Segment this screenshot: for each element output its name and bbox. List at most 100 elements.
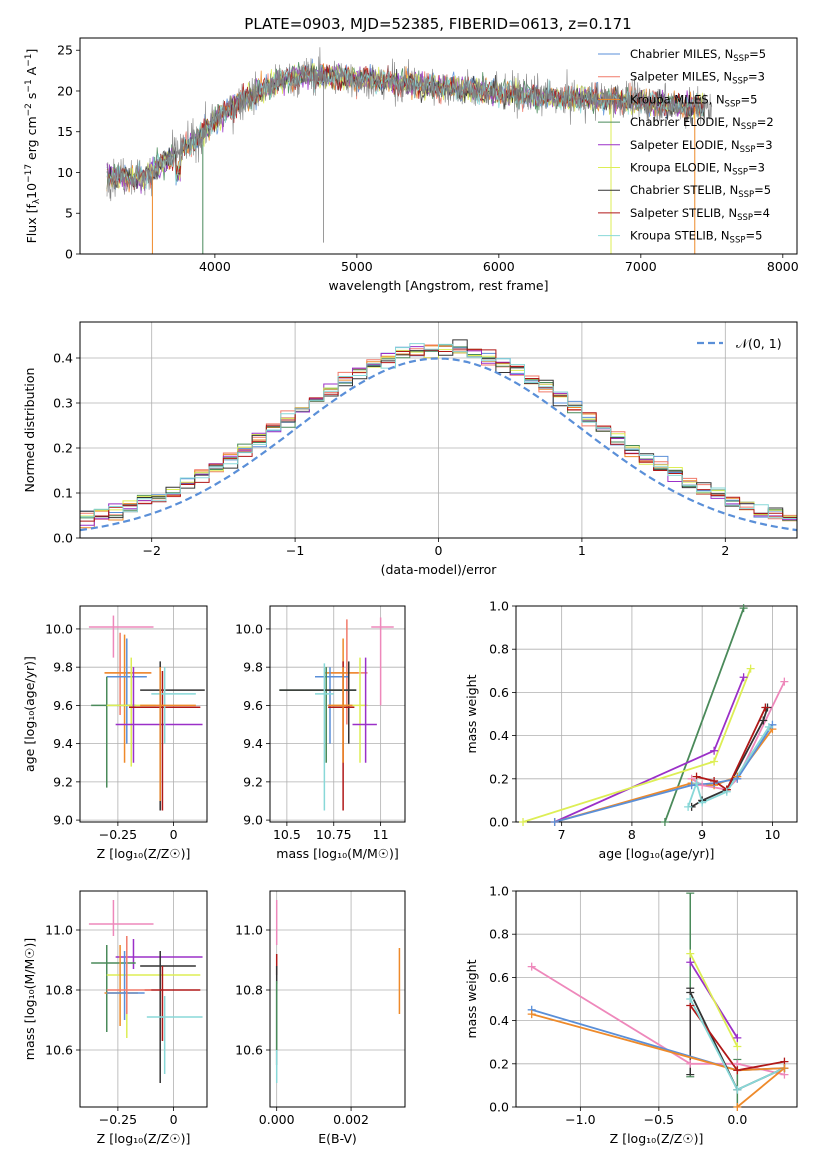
plot-area xyxy=(531,892,785,1107)
x-axis-label: age [log₁₀(age/yr)] xyxy=(599,846,715,861)
legend-label: Kroupa MILES, NSSP=5 xyxy=(630,92,757,109)
legend-label-sub: SSP xyxy=(740,145,756,155)
y-tick-label: 0.2 xyxy=(489,771,509,786)
x-tick-label: 2 xyxy=(721,543,729,558)
plus-marker xyxy=(687,781,696,790)
legend-label: 𝒩(0, 1) xyxy=(736,336,782,351)
plot-area xyxy=(88,615,205,811)
x-tick-label: −0.25 xyxy=(99,827,137,842)
normal-curve xyxy=(80,357,797,532)
y-tick-label: 0.6 xyxy=(489,970,509,985)
y-tick-label: 1.0 xyxy=(489,599,509,614)
spectrum-panel: 4000 5000 6000 7000 8000 0 5 10 15 20 25 wavelength… xyxy=(24,37,799,293)
y-tick-label: 0.8 xyxy=(489,927,509,942)
y-tick-label: 0.3 xyxy=(53,396,73,411)
y-tick-label: 9.8 xyxy=(243,660,263,675)
plus-marker xyxy=(710,776,719,785)
legend-label: Kroupa STELIB, NSSP=5 xyxy=(630,229,762,246)
y-tick-label: 9.4 xyxy=(243,736,263,751)
plus-marker xyxy=(761,703,770,712)
legend-label-suffix: =5 xyxy=(749,47,766,61)
ylabel-part: −1 xyxy=(24,54,34,67)
plus-marker xyxy=(684,802,693,811)
mass-vs-ebv-panel: 0.000 0.002 10.6 10.8 11.0 E(B-V) xyxy=(235,890,406,1146)
y-tick-label: 25 xyxy=(57,43,73,58)
x-tick-label: 5000 xyxy=(341,259,373,274)
y-tick-label: 0.8 xyxy=(489,642,509,657)
plus-marker xyxy=(686,995,695,1003)
y-tick-label: 9.2 xyxy=(53,774,73,789)
y-tick-label: 10.0 xyxy=(45,621,73,636)
legend-label-suffix: =5 xyxy=(745,229,762,243)
series-line xyxy=(531,1013,785,1072)
x-axis-label: Z [log₁₀(Z/Z☉)] xyxy=(97,846,191,861)
ylabel-part: −1 xyxy=(24,79,34,92)
x-axis-label: E(B-V) xyxy=(318,1131,357,1146)
x-tick-label: 0 xyxy=(170,1112,178,1127)
y-tick-label: 9.0 xyxy=(53,813,73,828)
x-axis-label: mass [log₁₀(M/M☉)] xyxy=(276,846,398,861)
legend-label-main: Chabrier STELIB, N xyxy=(630,183,738,197)
legend-label-main: Salpeter MILES, N xyxy=(630,70,732,84)
plus-marker xyxy=(710,757,719,766)
y-tick-label: 0 xyxy=(65,247,73,262)
legend-label-main: Kroupa MILES, N xyxy=(630,92,725,106)
x-tick-label: 10.5 xyxy=(273,827,301,842)
plot-area xyxy=(279,617,394,811)
plus-marker xyxy=(527,962,536,971)
x-tick-label: 11 xyxy=(373,827,389,842)
y-tick-label: 0.0 xyxy=(489,1100,509,1115)
plus-marker xyxy=(739,604,748,613)
legend-label: Salpeter ELODIE, NSSP=3 xyxy=(630,138,773,155)
y-tick-label: 0.0 xyxy=(489,815,509,830)
y-tick-label: 9.6 xyxy=(243,698,263,713)
y-tick-label: 0.1 xyxy=(53,486,73,501)
legend-label: Kroupa ELODIE, NSSP=3 xyxy=(630,161,765,178)
x-tick-label: −2 xyxy=(142,543,160,558)
y-tick-label: 0.2 xyxy=(489,1056,509,1071)
ylabel-part: Flux [f xyxy=(24,204,39,244)
mass-weight-vs-metallicity-panel: −1.0 −0.5 0.0 0.0 0.2 0.4 0.6 0.8 1.0 Z [log₁₀(Z/… xyxy=(464,884,798,1146)
age-vs-mass-panel: 10.5 10.75 11 9.0 9.2 9.4 9.6 9.8 10.0 mass [log₁… xyxy=(235,605,406,861)
x-axis-label: wavelength [Angstrom, rest frame] xyxy=(328,278,548,293)
plus-marker xyxy=(764,722,773,731)
plot-area xyxy=(88,900,203,1083)
series-line xyxy=(736,1067,785,1107)
axes-frame xyxy=(269,890,406,1108)
y-tick-label: 0.6 xyxy=(489,685,509,700)
axes-frame xyxy=(515,890,798,1108)
y-axis-label: mass [log₁₀(M/M☉)] xyxy=(22,938,37,1060)
x-tick-label: 4000 xyxy=(199,259,231,274)
mass-vs-metallicity-panel: −0.25 0 10.6 10.8 11.0 Z [log₁₀(Z/Z☉)] mass [l… xyxy=(22,890,208,1146)
y-tick-label: 5 xyxy=(65,206,73,221)
y-tick-label: 0.2 xyxy=(53,441,73,456)
series-line xyxy=(554,676,745,822)
series-line xyxy=(531,1008,785,1072)
x-tick-label: 0.0 xyxy=(727,1112,747,1127)
x-axis-label: (data-model)/error xyxy=(381,562,498,577)
ylabel-part: s xyxy=(24,93,39,104)
x-tick-label: 7 xyxy=(558,827,566,842)
y-axis-label: mass weight xyxy=(464,959,479,1038)
plus-marker xyxy=(527,1010,536,1019)
x-tick-label: 8000 xyxy=(767,259,799,274)
legend-label-suffix: =3 xyxy=(748,161,765,175)
x-tick-label: 1 xyxy=(578,543,586,558)
y-tick-label: 9.2 xyxy=(243,774,263,789)
plus-marker xyxy=(739,673,748,682)
x-tick-label: 6000 xyxy=(483,259,515,274)
legend-label: Chabrier STELIB, NSSP=5 xyxy=(630,183,771,200)
plus-marker xyxy=(686,958,695,967)
x-tick-label: −0.5 xyxy=(644,1112,674,1127)
plus-marker xyxy=(519,818,528,826)
y-tick-label: 10.0 xyxy=(235,621,263,636)
x-tick-label: 7000 xyxy=(625,259,657,274)
legend: 𝒩(0, 1) xyxy=(697,336,782,351)
x-axis-label: Z [log₁₀(Z/Z☉)] xyxy=(610,1131,704,1146)
ylabel-part: 10 xyxy=(24,183,39,199)
plus-marker xyxy=(733,1042,742,1051)
legend-label-suffix: =5 xyxy=(740,92,757,106)
age-vs-metallicity-panel: −0.25 0 9.0 9.2 9.4 9.6 9.8 10.0 Z [log₁₀(Z/Z☉)]… xyxy=(22,605,208,861)
legend-label-suffix: =4 xyxy=(753,206,770,220)
